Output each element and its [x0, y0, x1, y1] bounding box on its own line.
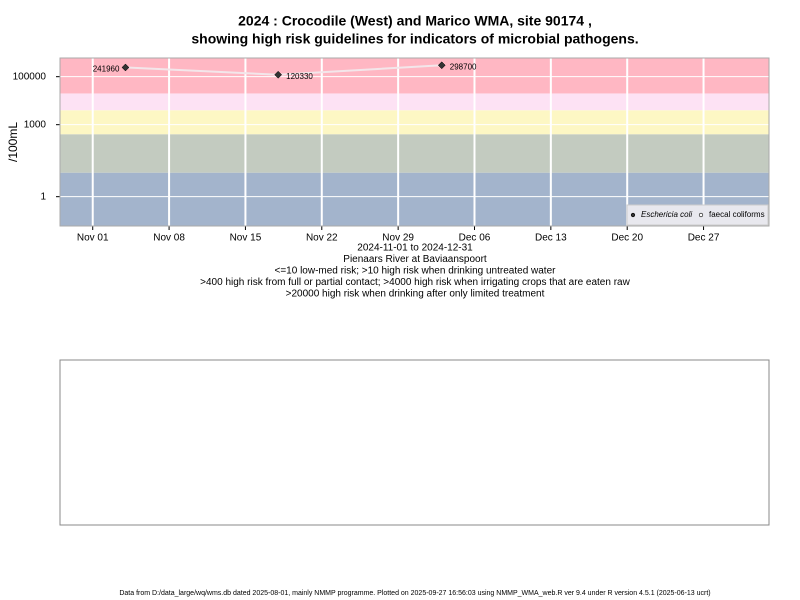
x-axis-label: >20000 high risk when drinking after onl…	[286, 289, 545, 300]
risk-band	[60, 58, 769, 94]
y-tick-label: 100000	[13, 71, 47, 82]
x-tick-label: Dec 06	[459, 233, 491, 244]
legend-label: Eschericia coli	[641, 210, 692, 219]
legend-label: faecal coliforms	[709, 210, 765, 219]
y-axis-label: /100mL	[6, 122, 20, 162]
legend-box	[626, 204, 769, 226]
risk-band	[60, 134, 769, 173]
x-axis-label: 2024-11-01 to 2024-12-31	[357, 243, 473, 254]
risk-band	[60, 93, 769, 111]
chart-subtitle: showing high risk guidelines for indicat…	[191, 31, 638, 47]
x-tick-label: Nov 29	[382, 233, 414, 244]
legend-marker	[630, 212, 636, 218]
x-axis-label: >400 high risk from full or partial cont…	[200, 277, 630, 288]
data-label: 241960	[93, 65, 120, 74]
empty-panel	[59, 359, 770, 526]
x-tick-label: Nov 08	[153, 233, 185, 244]
x-tick-label: Nov 01	[77, 233, 109, 244]
x-axis-label: Pienaars River at Baviaanspoort	[343, 254, 487, 265]
data-point	[437, 61, 446, 70]
x-tick-label: Nov 15	[230, 233, 262, 244]
data-point	[274, 70, 283, 79]
risk-band	[60, 110, 769, 135]
y-tick-label: 1	[40, 191, 46, 202]
chart-title: 2024 : Crocodile (West) and Marico WMA, …	[238, 13, 592, 29]
x-tick-label: Nov 22	[306, 233, 338, 244]
x-axis-label: <=10 low-med risk; >10 high risk when dr…	[275, 266, 557, 277]
data-point	[121, 63, 130, 72]
x-tick-label: Dec 20	[611, 233, 643, 244]
x-tick-label: Dec 27	[688, 233, 720, 244]
plot-frame	[59, 57, 770, 227]
legend-marker	[698, 212, 704, 218]
x-tick-label: Dec 13	[535, 233, 567, 244]
y-tick-label: 1000	[24, 119, 47, 130]
footer: Data from D:/data_large/wq/wms.db dated …	[119, 590, 710, 597]
data-label: 298700	[450, 62, 477, 71]
data-label: 120330	[286, 72, 313, 81]
